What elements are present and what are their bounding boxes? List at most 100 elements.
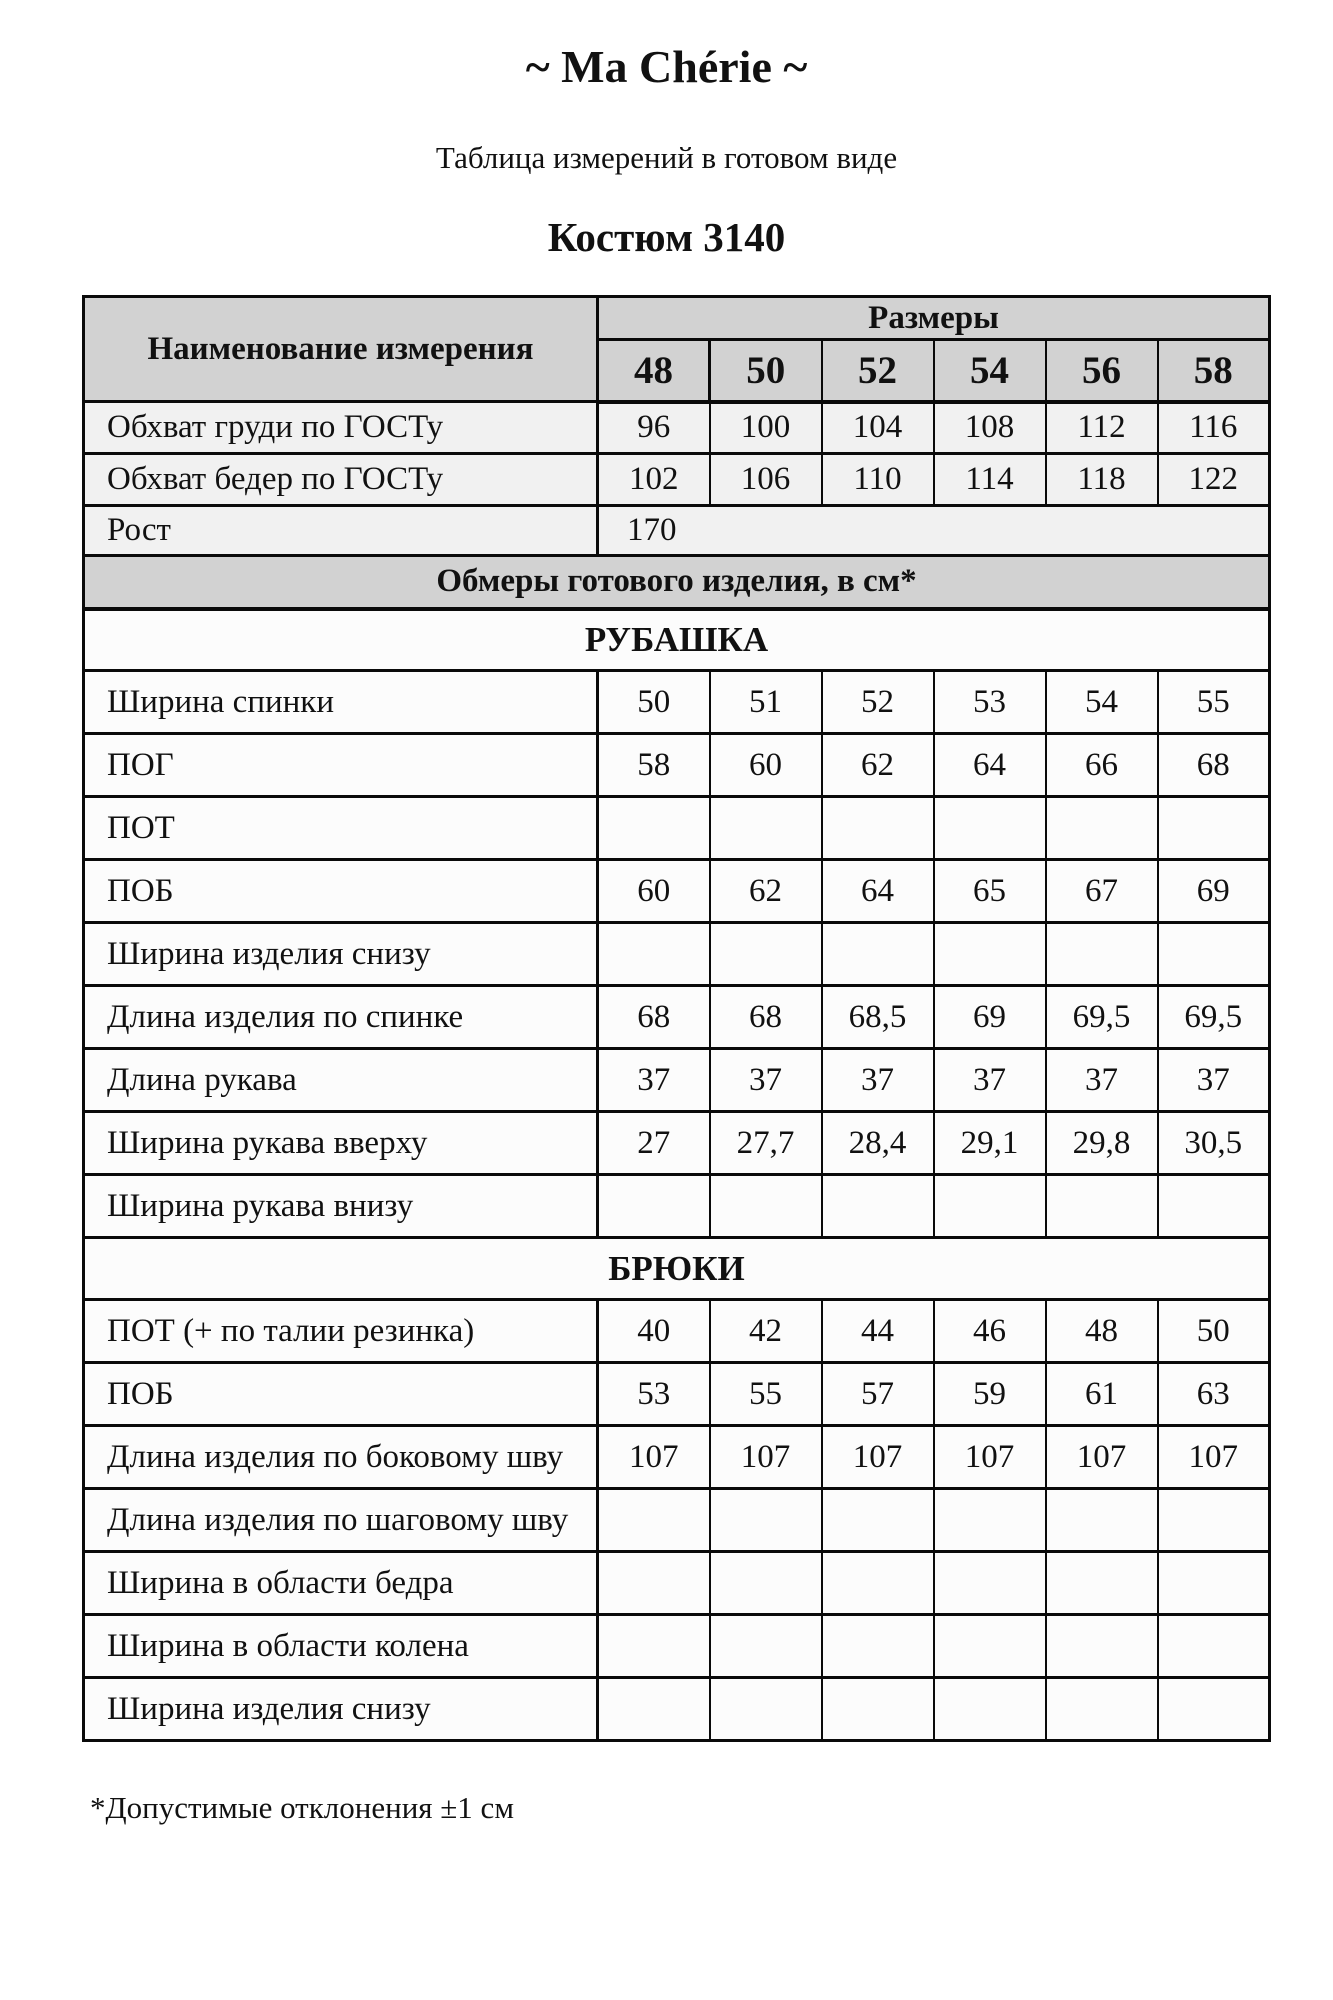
cell-value [820, 795, 935, 861]
cell-value [596, 1676, 711, 1742]
cell-value [932, 795, 1047, 861]
cell-value [932, 1487, 1047, 1553]
cell-value: 63 [1156, 1361, 1271, 1427]
row-label: Ширина в области бедра [82, 1550, 599, 1616]
cell-value: 37 [596, 1047, 711, 1113]
section-header-shirt: РУБАШКА [82, 607, 1272, 672]
cell-value [708, 1676, 823, 1742]
table-row: Ширина изделия снизу [82, 921, 1271, 987]
cell-value: 122 [1156, 452, 1271, 507]
cell-value [596, 1613, 711, 1679]
cell-value: 27 [596, 1110, 711, 1176]
cell-value: 62 [820, 732, 935, 798]
cell-value: 62 [708, 858, 823, 924]
column-header-measurement-name: Наименование измерения [82, 295, 599, 403]
cell-value: 104 [820, 400, 935, 455]
cell-value: 54 [1044, 669, 1159, 735]
row-label: Длина изделия по шаговому шву [82, 1487, 599, 1553]
cell-value [820, 1613, 935, 1679]
band-label: Обмеры готового изделия, в см* [82, 554, 1272, 611]
cell-value: 69 [932, 984, 1047, 1050]
table-row: Длина изделия по шаговому шву [82, 1487, 1271, 1553]
table-row: ПОБ 53 55 57 59 61 63 [82, 1361, 1271, 1427]
cell-value: 58 [596, 732, 711, 798]
cell-value [820, 1487, 935, 1553]
cell-value [1156, 921, 1271, 987]
cell-value [1044, 1487, 1159, 1553]
table-row: ПОТ [82, 795, 1271, 861]
cell-value: 59 [932, 1361, 1047, 1427]
row-label: Длина изделия по спинке [82, 984, 599, 1050]
table-row: Длина изделия по спинке 68 68 68,5 69 69… [82, 984, 1271, 1050]
section-title: РУБАШКА [82, 607, 1272, 672]
cell-value [820, 1676, 935, 1742]
cell-value: 46 [932, 1298, 1047, 1364]
cell-value [932, 921, 1047, 987]
row-label: ПОТ [82, 795, 599, 861]
cell-value: 108 [932, 400, 1047, 455]
cell-value: 68 [708, 984, 823, 1050]
row-label: Ширина рукава внизу [82, 1173, 599, 1239]
cell-value [1156, 795, 1271, 861]
size-column-header: 52 [820, 338, 935, 404]
cell-value: 102 [596, 452, 711, 507]
cell-value [1156, 1676, 1271, 1742]
cell-value [932, 1173, 1047, 1239]
cell-value: 27,7 [708, 1110, 823, 1176]
cell-value: 118 [1044, 452, 1159, 507]
row-label: Ширина изделия снизу [82, 921, 599, 987]
cell-value: 69 [1156, 858, 1271, 924]
cell-value [1044, 1173, 1159, 1239]
row-label: Рост [82, 504, 599, 557]
row-label: Обхват груди по ГОСТу [82, 400, 599, 455]
cell-value: 107 [1156, 1424, 1271, 1490]
cell-value: 37 [1156, 1047, 1271, 1113]
cell-value: 53 [596, 1361, 711, 1427]
cell-value [1044, 1676, 1159, 1742]
cell-value [1044, 1550, 1159, 1616]
cell-value: 53 [932, 669, 1047, 735]
cell-value: 107 [1044, 1424, 1159, 1490]
cell-value: 100 [708, 400, 823, 455]
cell-value: 68,5 [820, 984, 935, 1050]
size-column-header: 50 [708, 338, 823, 404]
table-row: Ширина в области колена [82, 1613, 1271, 1679]
cell-value: 37 [1044, 1047, 1159, 1113]
cell-value: 107 [708, 1424, 823, 1490]
cell-value: 110 [820, 452, 935, 507]
column-header-sizes: Размеры [596, 295, 1271, 341]
cell-value: 107 [932, 1424, 1047, 1490]
cell-value [1044, 921, 1159, 987]
product-title: Костюм 3140 [547, 214, 786, 260]
cell-value [820, 1173, 935, 1239]
cell-value [708, 921, 823, 987]
row-label: ПОТ (+ по талии резинка) [82, 1298, 599, 1364]
cell-value [596, 1487, 711, 1553]
cell-value: 57 [820, 1361, 935, 1427]
cell-value [596, 921, 711, 987]
cell-value: 68 [596, 984, 711, 1050]
row-label: Ширина рукава вверху [82, 1110, 599, 1176]
cell-value [1044, 1613, 1159, 1679]
row-label: Ширина спинки [82, 669, 599, 735]
band-row-finished-measurements: Обмеры готового изделия, в см* [82, 554, 1272, 611]
cell-value: 65 [932, 858, 1047, 924]
cell-value: 66 [1044, 732, 1159, 798]
cell-value: 52 [820, 669, 935, 735]
table-row: Обхват груди по ГОСТу 96 100 104 108 112… [82, 400, 1271, 455]
cell-value: 69,5 [1044, 984, 1159, 1050]
cell-value [932, 1550, 1047, 1616]
cell-value [820, 921, 935, 987]
cell-value: 69,5 [1156, 984, 1271, 1050]
table-row-height: Рост 170 [82, 504, 1271, 557]
cell-value [1044, 795, 1159, 861]
cell-value: 37 [820, 1047, 935, 1113]
cell-value [708, 1550, 823, 1616]
table-row: ПОТ (+ по талии резинка) 40 42 44 46 48 … [82, 1298, 1271, 1364]
table-row: Обхват бедер по ГОСТу 102 106 110 114 11… [82, 452, 1271, 507]
size-column-header: 48 [596, 338, 711, 404]
cell-value [932, 1676, 1047, 1742]
cell-value: 116 [1156, 400, 1271, 455]
cell-value: 40 [596, 1298, 711, 1364]
